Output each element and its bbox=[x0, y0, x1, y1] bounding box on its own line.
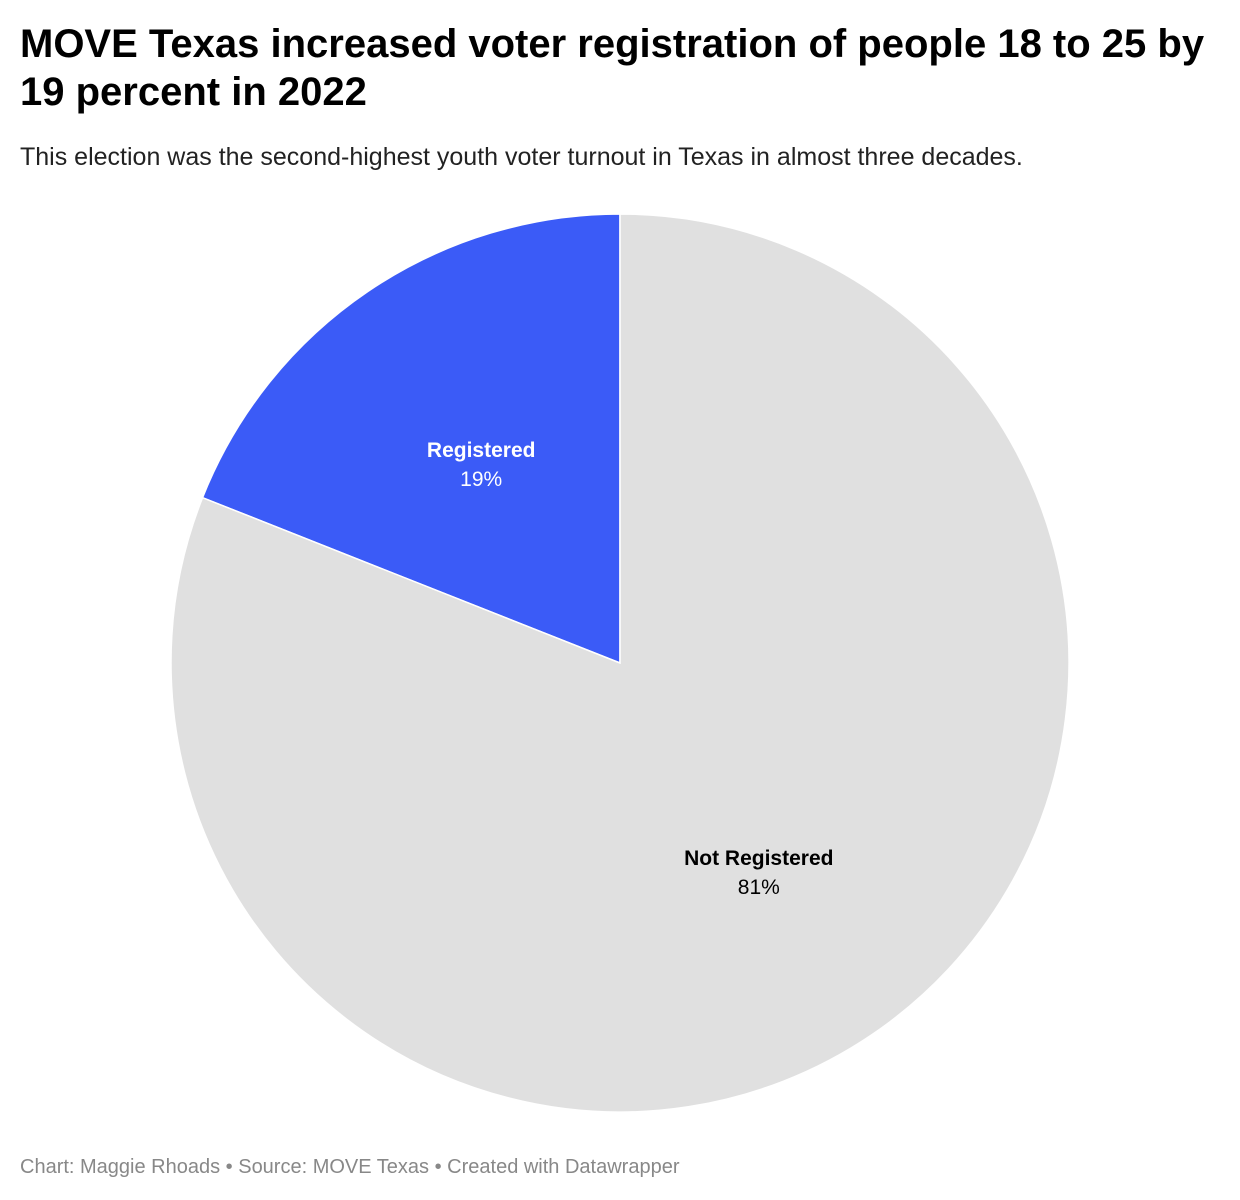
slice-label-name: Not Registered bbox=[684, 847, 833, 870]
slice-label-value: 81% bbox=[738, 876, 780, 899]
pie-slice-registered bbox=[201, 213, 621, 665]
slice-label-value: 19% bbox=[460, 468, 502, 491]
pie-slices bbox=[170, 213, 1070, 1113]
slice-label-name: Registered bbox=[427, 439, 536, 462]
pie-slice-not-registered bbox=[170, 213, 1070, 1113]
chart-subtitle: This election was the second-highest you… bbox=[20, 143, 1023, 171]
pie-labels: Registered 19% Not Registered 81% bbox=[427, 439, 834, 899]
chart-footer: Chart: Maggie Rhoads • Source: MOVE Texa… bbox=[20, 1156, 680, 1178]
chart-title: MOVE Texas increased voter registration … bbox=[20, 22, 1205, 114]
